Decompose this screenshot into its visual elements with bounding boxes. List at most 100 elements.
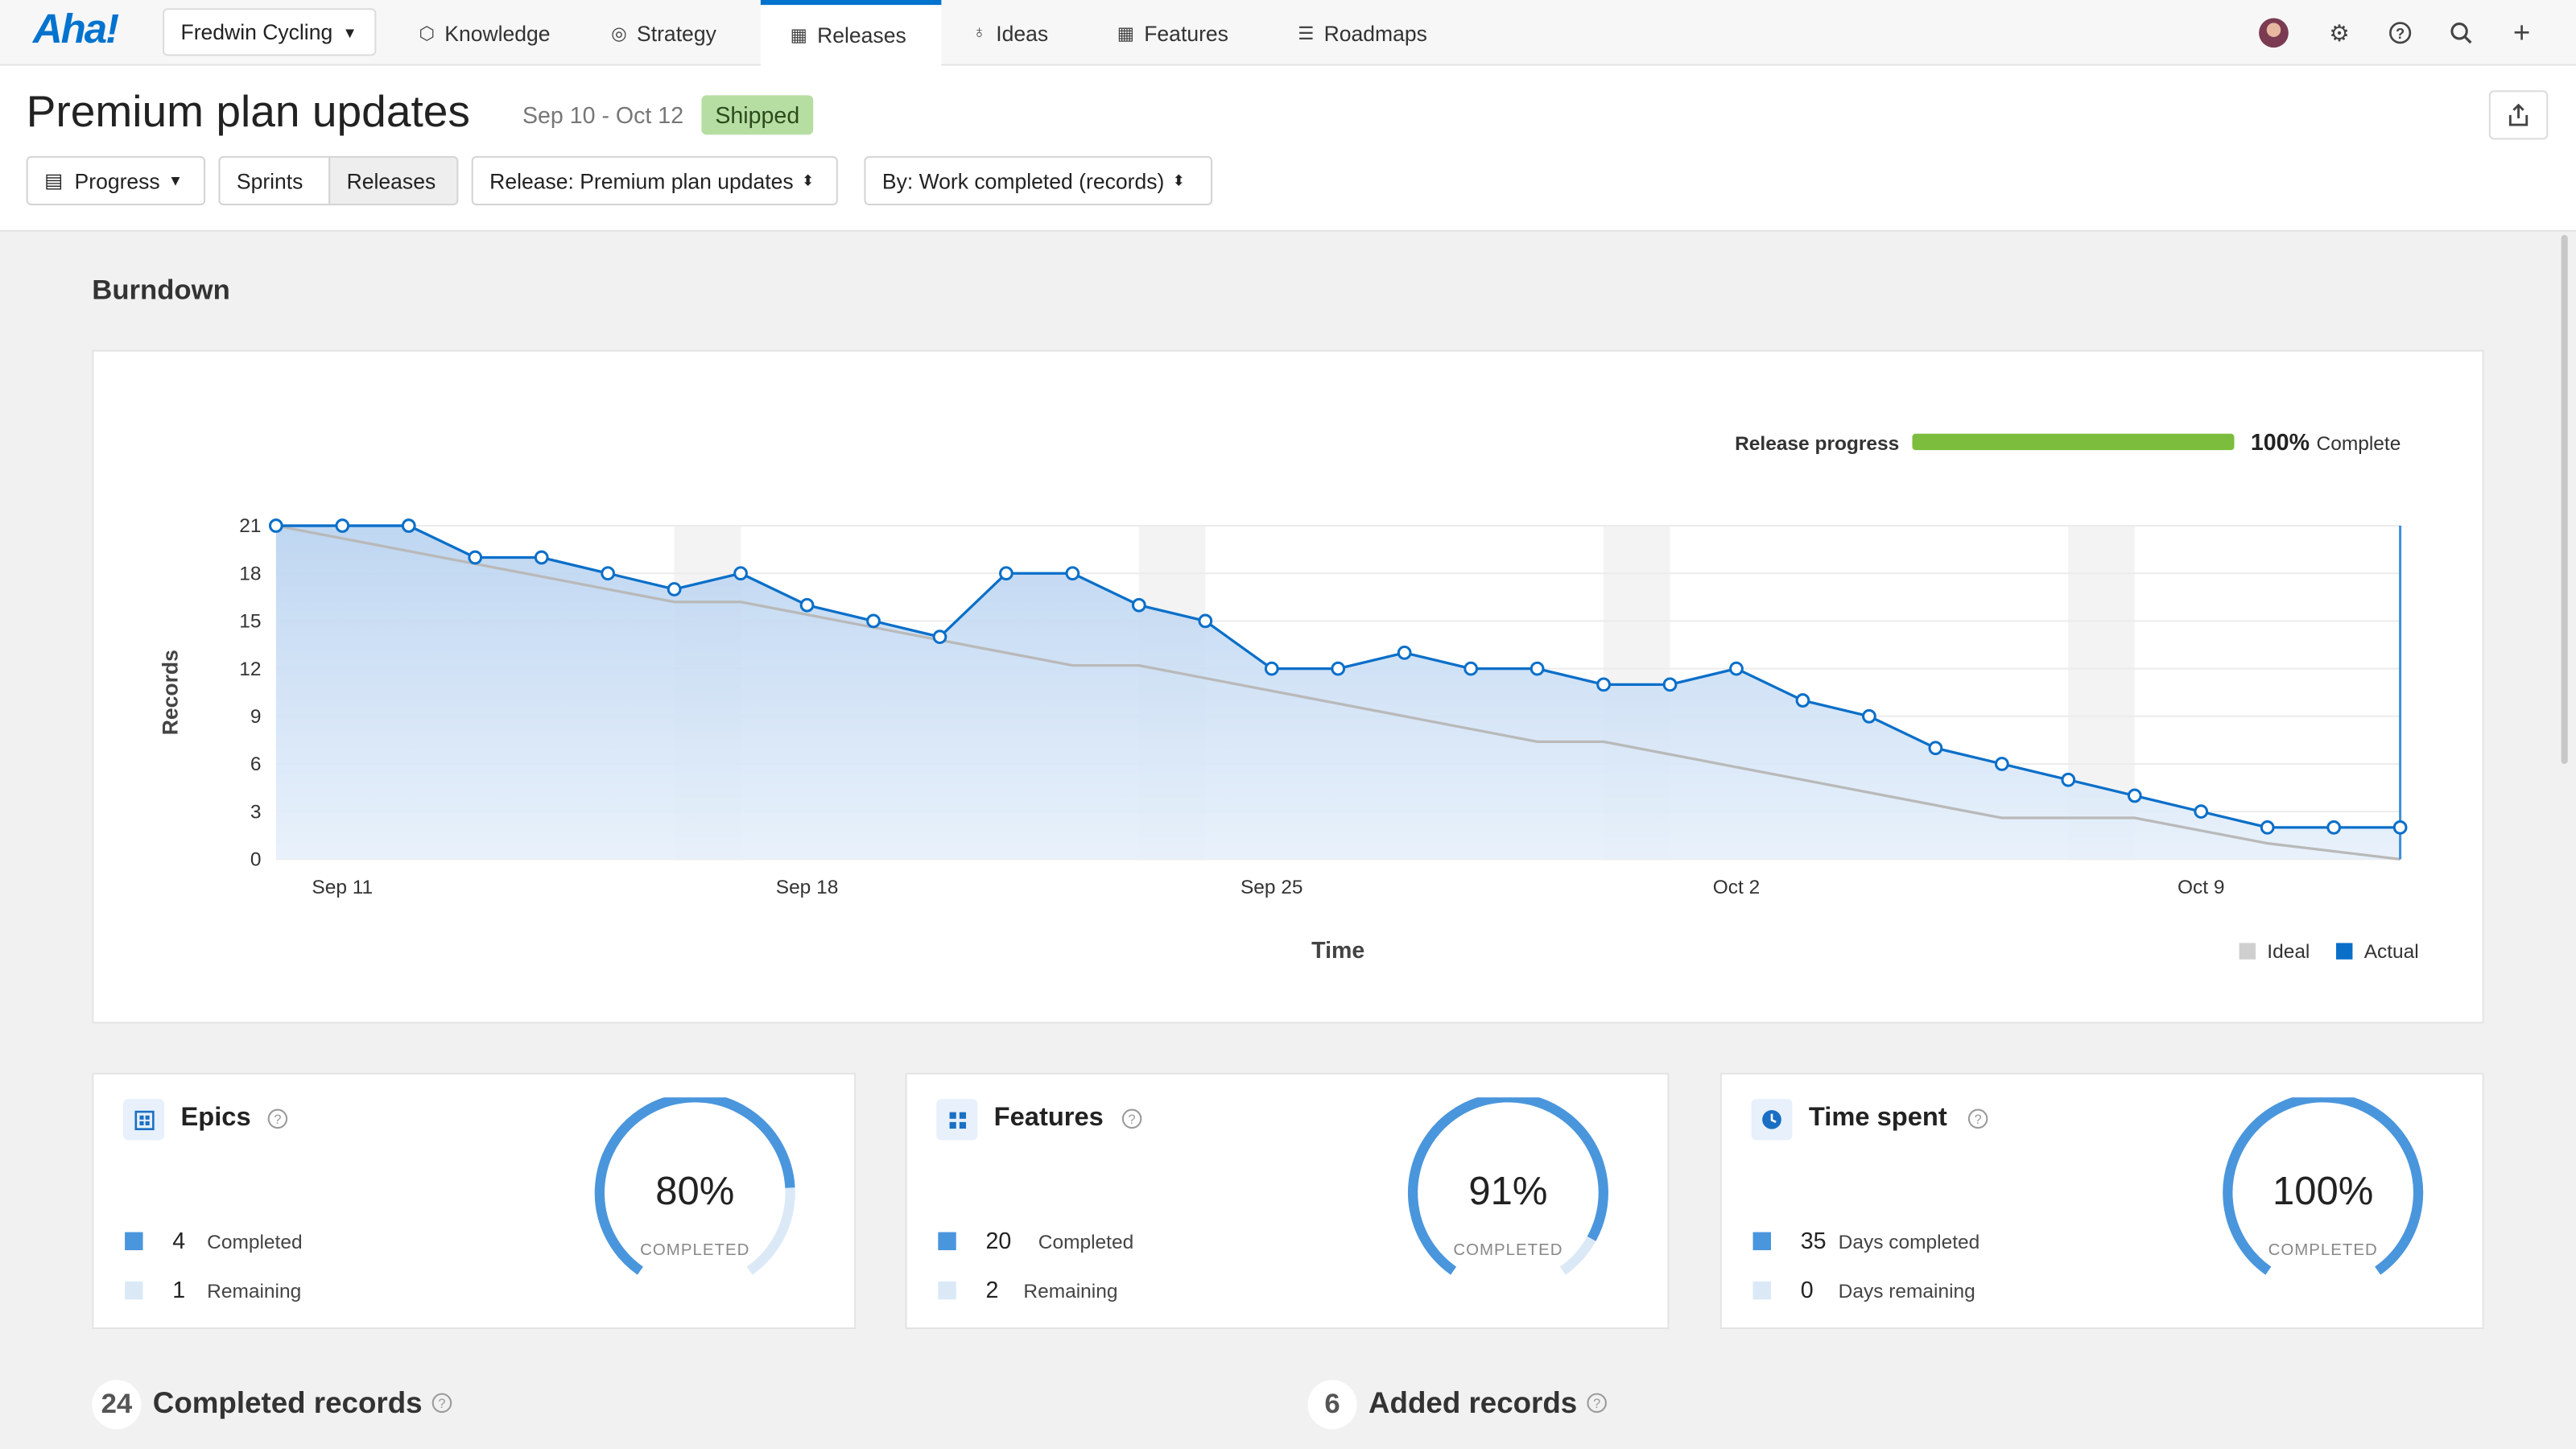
actual-point [667,582,682,597]
legend-label-ideal: Ideal [2267,941,2310,963]
actual-point [733,566,748,581]
features-gauge: 91% COMPLETED [1402,1092,1615,1278]
tab-features[interactable]: ▦ Features [1117,0,1228,66]
actual-point [1729,661,1744,676]
completed-records-count: 24 [92,1380,142,1430]
actual-point [1596,677,1611,692]
aha-logo[interactable]: Aha! [32,6,119,53]
actual-point [534,550,549,565]
actual-point [2392,820,2408,835]
actual-point [1928,741,1943,756]
x-tick-label: Sep 11 [312,877,373,898]
releases-label: Releases [346,168,436,193]
added-records-title: Added records [1368,1386,1578,1420]
by-select[interactable]: By: Work completed (records) ⬍ [864,155,1213,206]
search-icon[interactable] [2446,18,2476,47]
share-icon [2508,103,2529,126]
actual-point [1198,613,1213,629]
time-gauge: 100% COMPLETED [2216,1092,2429,1278]
actual-point [468,550,483,565]
time-completed-count: 35 [1800,1227,1827,1254]
feature-icon [936,1099,978,1141]
tab-roadmaps[interactable]: ☰ Roadmaps [1298,0,1427,66]
workspace-selector[interactable]: Fredwin Cycling ▼ [163,8,377,56]
y-tick-label-12: 12 [239,658,261,680]
actual-point [2127,788,2142,803]
help-icon[interactable]: ? [1967,1108,1988,1129]
y-tick-label-9: 9 [250,706,262,728]
x-tick-label: Sep 25 [1241,877,1303,898]
legend-swatch-ideal [2239,943,2256,960]
help-icon[interactable]: ? [267,1108,288,1129]
gear-icon[interactable]: ⚙ [2329,19,2350,46]
actual-point [1795,693,1810,708]
actual-point [1131,597,1146,613]
tab-knowledge[interactable]: ⬡ Knowledge [419,0,550,66]
completed-swatch [125,1232,143,1251]
y-tick-label-6: 6 [250,753,262,775]
x-tick-label: Oct 9 [2178,877,2224,898]
epics-gauge: 80% COMPLETED [588,1092,802,1278]
epics-title: Epics [180,1104,251,1133]
gauge-fill [1407,1092,1608,1275]
user-avatar[interactable] [2259,18,2289,48]
help-icon[interactable]: ? [431,1393,452,1414]
tab-strategy[interactable]: ◎ Strategy [611,0,716,66]
burndown-title: Burndown [92,274,230,306]
features-remaining-count: 2 [985,1276,999,1303]
sort-icon: ⬍ [1172,171,1185,188]
tab-strategy-label: Strategy [637,20,716,46]
share-button[interactable] [2488,90,2549,140]
actual-point [1862,708,1876,724]
release-progress-complete: Complete [2316,431,2401,456]
remaining-swatch [1752,1281,1771,1300]
status-badge[interactable]: Shipped [701,95,814,135]
legend-swatch-actual [2336,943,2353,960]
completed-swatch [1752,1232,1771,1251]
actual-point [866,613,881,629]
time-remaining-label: Days remaining [1838,1279,1975,1303]
actual-point [1331,661,1346,676]
actual-point [1994,757,2009,771]
y-tick-label-3: 3 [250,801,262,823]
calendar-icon: ▦ [790,26,807,47]
added-records-count: 6 [1307,1380,1357,1430]
tab-knowledge-label: Knowledge [444,20,551,46]
releases-button[interactable]: Releases [328,155,459,206]
help-icon[interactable]: ? [2385,18,2415,47]
progress-label: Progress [74,168,160,193]
calendar-icon: ▤ [44,169,64,192]
features-pct: 91% [1468,1170,1548,1215]
actual-point [1662,677,1678,692]
x-axis-title: Time [1311,938,1364,964]
burndown-chart: 0 3 6 9 12 15 18 21 Sep 11 Sep 18 Sep 25 Oct 2 Oct 9… [158,515,2418,964]
release-progress-label: Release progress [1735,431,1900,456]
tab-ideas-label: Ideas [996,20,1049,46]
roadmap-icon: ☰ [1298,23,1315,44]
help-icon[interactable]: ? [1587,1393,1607,1414]
features-completed-count: 20 [985,1227,1012,1254]
tab-releases[interactable]: ▦ Releases [760,0,942,66]
vertical-scrollbar[interactable] [2561,234,2568,764]
help-icon[interactable]: ? [1121,1108,1142,1129]
y-tick-label-21: 21 [239,515,261,537]
actual-point [799,597,815,613]
ideal-line [275,524,2401,861]
plus-icon[interactable]: + [2512,15,2531,49]
page-header: Premium plan updates Sep 10 - Oct 12 Shi… [0,65,2576,232]
x-tick-label: Oct 2 [1713,877,1760,898]
grid-icon: ▦ [1117,23,1134,44]
actual-point [1463,661,1479,676]
sprints-button[interactable]: Sprints [218,155,331,206]
epics-remaining-count: 1 [172,1276,186,1303]
y-tick-label-15: 15 [239,611,261,633]
time-gauge-arc [2223,1092,2424,1275]
tab-ideas[interactable]: ♁ Ideas [972,0,1048,66]
progress-dropdown[interactable]: ▤ Progress ▼ [26,155,206,206]
actual-point [1530,661,1545,676]
top-nav: Aha! Fredwin Cycling ▼ ⬡ Knowledge ◎ Str… [0,0,2576,66]
release-select[interactable]: Release: Premium plan updates ⬍ [471,155,838,206]
time-remaining-count: 0 [1800,1276,1814,1303]
features-title: Features [993,1104,1104,1133]
actual-point [601,566,616,581]
